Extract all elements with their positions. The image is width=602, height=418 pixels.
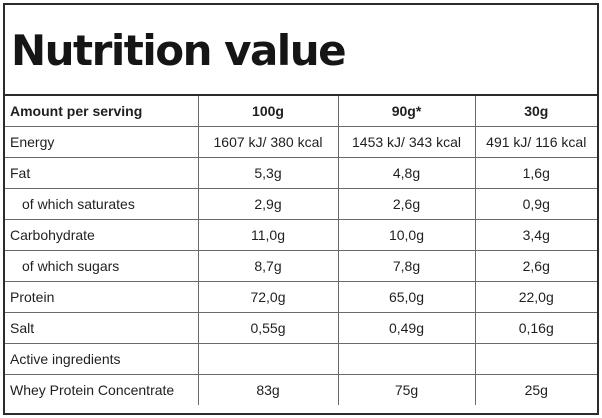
row-label-fat: Fat [5,157,199,189]
table-cell: 10,0g [337,219,476,251]
nutrition-table: Amount per serving 100g 90g* 30g Energy … [5,96,597,405]
header-label: Amount per serving [5,96,199,127]
table-row: of which saturates 2,9g 2,6g 0,9g [5,188,597,220]
table-cell: 2,6g [337,188,476,220]
table-cell: 491 kJ/ 116 kcal [474,126,597,158]
table-cell: 5,3g [197,157,339,189]
table-cell: 22,0g [474,281,597,313]
row-label-energy: Energy [5,126,199,158]
table-cell [474,343,597,375]
table-cell: 0,16g [474,312,597,344]
table-cell: 4,8g [337,157,476,189]
header-column-30g: 30g [474,96,597,127]
table-row: Carbohydrate 11,0g 10,0g 3,4g [5,219,597,251]
table-cell: 1,6g [474,157,597,189]
header-column-90g: 90g* [337,96,476,127]
table-cell: 83g [197,374,339,405]
table-cell: 0,9g [474,188,597,220]
table-cell [197,343,339,375]
row-label-salt: Salt [5,312,199,344]
table-cell: 0,55g [197,312,339,344]
table-row: Protein 72,0g 65,0g 22,0g [5,281,597,313]
table-row: Energy 1607 kJ/ 380 kcal 1453 kJ/ 343 kc… [5,126,597,158]
table-cell: 2,6g [474,250,597,282]
table-cell: 7,8g [337,250,476,282]
table-cell: 1453 kJ/ 343 kcal [337,126,476,158]
row-label-protein: Protein [5,281,199,313]
row-label-active-ingredients: Active ingredients [5,343,199,375]
table-row: Active ingredients [5,343,597,375]
table-header-row: Amount per serving 100g 90g* 30g [5,96,597,127]
table-cell: 1607 kJ/ 380 kcal [197,126,339,158]
table-cell: 25g [474,374,597,405]
table-cell: 65,0g [337,281,476,313]
table-cell: 72,0g [197,281,339,313]
row-label-whey-protein: Whey Protein Concentrate [5,374,199,405]
table-row: Fat 5,3g 4,8g 1,6g [5,157,597,189]
table-cell: 75g [337,374,476,405]
table-row: Salt 0,55g 0,49g 0,16g [5,312,597,344]
table-cell: 3,4g [474,219,597,251]
row-label-saturates: of which saturates [5,188,199,220]
table-cell: 2,9g [197,188,339,220]
page-title: Nutrition value [5,5,597,96]
table-cell [337,343,476,375]
table-cell: 11,0g [197,219,339,251]
row-label-carbohydrate: Carbohydrate [5,219,199,251]
table-row: Whey Protein Concentrate 83g 75g 25g [5,374,597,405]
table-row: of which sugars 8,7g 7,8g 2,6g [5,250,597,282]
nutrition-card: Nutrition value Amount per serving 100g … [3,3,599,415]
table-cell: 0,49g [337,312,476,344]
row-label-sugars: of which sugars [5,250,199,282]
header-column-100g: 100g [197,96,339,127]
table-cell: 8,7g [197,250,339,282]
